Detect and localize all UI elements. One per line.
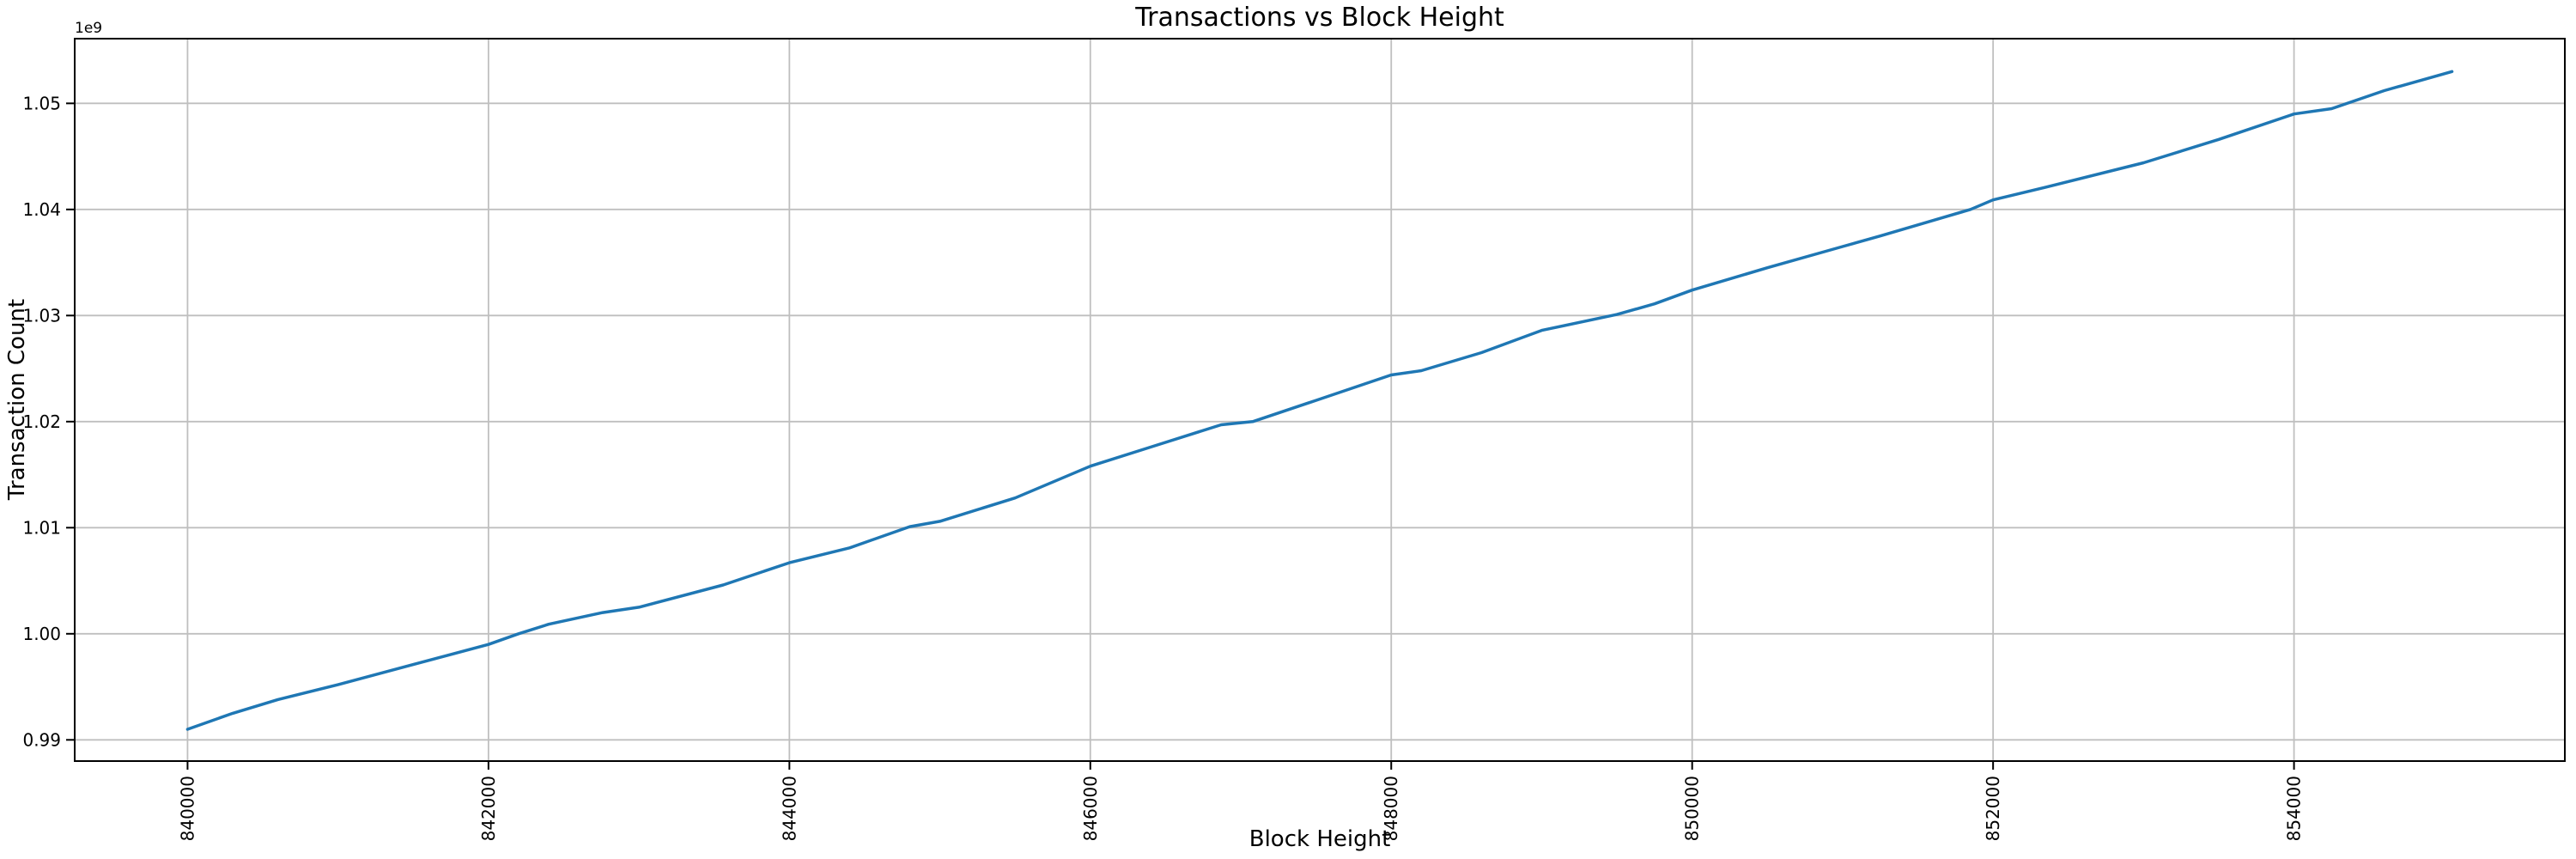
tick-marks <box>66 102 2295 770</box>
y-tick-labels: 0.99 1.00 1.01 1.02 1.03 1.04 1.05 <box>22 93 61 750</box>
y-tick-label: 1.05 <box>22 93 61 113</box>
chart-title: Transactions vs Block Height <box>1134 3 1504 33</box>
y-tick-label: 0.99 <box>22 729 61 750</box>
x-axis-label: Block Height <box>1249 826 1391 852</box>
x-tick-label: 844000 <box>779 776 799 841</box>
x-tick-label: 854000 <box>2284 776 2305 841</box>
y-tick-label: 1.00 <box>22 624 61 644</box>
y-tick-label: 1.01 <box>22 517 61 538</box>
x-tick-label: 842000 <box>478 776 499 841</box>
x-tick-labels: 840000 842000 844000 846000 848000 850000 8520… <box>177 776 2304 841</box>
y-tick-label: 1.02 <box>22 411 61 432</box>
y-tick-label: 1.04 <box>22 199 61 220</box>
x-tick-label: 850000 <box>1682 776 1703 841</box>
x-tick-label: 848000 <box>1381 776 1401 841</box>
y-axis-label: Transaction Count <box>4 299 30 501</box>
plot-border <box>74 38 2566 762</box>
gridlines <box>75 39 2565 761</box>
x-tick-label: 846000 <box>1080 776 1101 841</box>
transactions-line <box>185 70 2454 731</box>
x-tick-label: 852000 <box>1983 776 2003 841</box>
y-axis-offset-label: 1e9 <box>75 20 102 37</box>
y-tick-label: 1.03 <box>22 305 61 326</box>
x-tick-label: 840000 <box>177 776 197 841</box>
